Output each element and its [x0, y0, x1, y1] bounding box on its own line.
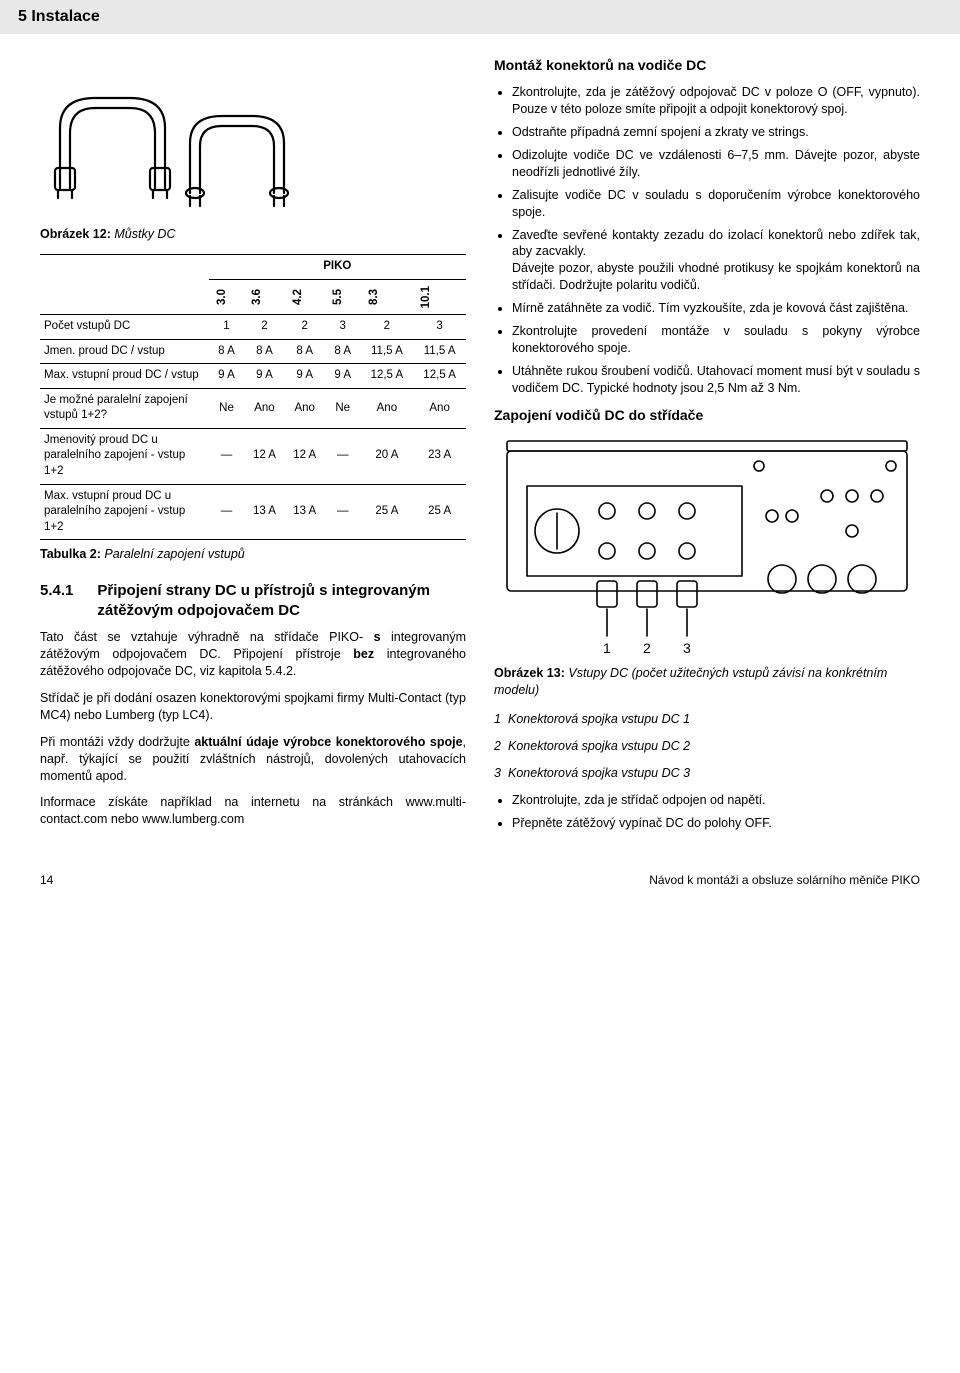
s541-p2: Střídač je při dodání osazen konektorový…: [40, 690, 466, 724]
tab2-text: Paralelní zapojení vstupů: [104, 547, 244, 561]
fig13-n1: 1: [603, 640, 611, 656]
s541-p1: Tato část se vztahuje výhradně na střída…: [40, 629, 466, 680]
page-body: Obrázek 12: Můstky DC PIKO 3.0 3.6 4.2 5…: [0, 34, 960, 842]
figure-12-bridge: [40, 58, 300, 218]
dc-wiring-heading: Zapojení vodičů DC do střídače: [494, 406, 920, 425]
figure-13-device: 1 2 3: [494, 431, 920, 661]
table-row: PIKO: [40, 255, 466, 280]
bridge-svg: [40, 58, 300, 218]
dc-connector-heading: Montáž konektorů na vodiče DC: [494, 56, 920, 75]
list-item: Utáhněte rukou šroubení vodičů. Utahovac…: [512, 363, 920, 397]
list-item: Zkontrolujte, zda je střídač odpojen od …: [512, 792, 920, 809]
section-541-heading: 5.4.1 Připojení strany DC u přístrojů s …: [40, 581, 466, 622]
fig13-n2: 2: [643, 640, 651, 656]
table-2-caption: Tabulka 2: Paralelní zapojení vstupů: [40, 546, 466, 563]
piko-table: PIKO 3.0 3.6 4.2 5.5 8.3 10.1 Počet vstu…: [40, 254, 466, 540]
s541-p4: Informace získáte například na internetu…: [40, 794, 466, 828]
list-item: Odizolujte vodiče DC ve vzdálenosti 6–7,…: [512, 147, 920, 181]
fig12-text: Můstky DC: [114, 227, 175, 241]
device-svg: 1 2 3: [494, 431, 920, 661]
fig12-label: Obrázek 12:: [40, 227, 111, 241]
fig13-legend-3: 3Konektorová spojka vstupu DC 3: [494, 765, 920, 782]
right-column: Montáž konektorů na vodiče DC Zkontroluj…: [494, 52, 920, 842]
col-36: 3.6: [248, 287, 268, 307]
chapter-header: 5 Instalace: [0, 0, 960, 34]
page-footer: 14 Návod k montáži a obsluze solárního m…: [0, 842, 960, 902]
fig13-legend-2: 2Konektorová spojka vstupu DC 2: [494, 738, 920, 755]
fig13-legend-1: 1Konektorová spojka vstupu DC 1: [494, 711, 920, 728]
page-number: 14: [40, 872, 53, 888]
list-item: Zalisujte vodiče DC v souladu s doporuče…: [512, 187, 920, 221]
col-42: 4.2: [289, 287, 309, 307]
list-item: Přepněte zátěžový vypínač DC do polohy O…: [512, 815, 920, 832]
table-row: Max. vstupní proud DC u paralelního zapo…: [40, 484, 466, 540]
table-row: Je možné paralelní zapojení vstupů 1+2? …: [40, 388, 466, 428]
col-55: 5.5: [329, 287, 349, 307]
list-item: Zkontrolujte provedení montáže v souladu…: [512, 323, 920, 357]
s541-p3: Při montáži vždy dodržujte aktuální údaj…: [40, 734, 466, 785]
dc-wiring-list: Zkontrolujte, zda je střídač odpojen od …: [494, 792, 920, 832]
dc-connector-list: Zkontrolujte, zda je zátěžový odpojovač …: [494, 84, 920, 396]
list-item: Zaveďte sevřené kontakty zezadu do izola…: [512, 227, 920, 295]
table-row: Počet vstupů DC 122323: [40, 315, 466, 340]
fig13-label: Obrázek 13:: [494, 666, 565, 680]
col-101: 10.1: [417, 284, 437, 310]
list-item: Odstraňte případná zemní spojení a zkrat…: [512, 124, 920, 141]
table-row: 3.0 3.6 4.2 5.5 8.3 10.1: [40, 279, 466, 314]
col-30: 3.0: [213, 287, 233, 307]
table-row: Jmenovitý proud DC u paralelního zapojen…: [40, 428, 466, 484]
figure-12-caption: Obrázek 12: Můstky DC: [40, 226, 466, 243]
left-column: Obrázek 12: Můstky DC PIKO 3.0 3.6 4.2 5…: [40, 52, 466, 842]
tab2-label: Tabulka 2:: [40, 547, 101, 561]
list-item: Zkontrolujte, zda je zátěžový odpojovač …: [512, 84, 920, 118]
col-83: 8.3: [365, 287, 385, 307]
fig13-n3: 3: [683, 640, 691, 656]
figure-13-caption: Obrázek 13: Vstupy DC (počet užitečných …: [494, 665, 920, 699]
footer-text: Návod k montáži a obsluze solárního měni…: [649, 872, 920, 888]
piko-header: PIKO: [209, 255, 466, 280]
section-title: Připojení strany DC u přístrojů s integr…: [97, 581, 466, 622]
list-item: Mírně zatáhněte za vodič. Tím vyzkoušíte…: [512, 300, 920, 317]
section-num: 5.4.1: [40, 581, 73, 622]
table-row: Jmen. proud DC / vstup 8 A8 A8 A8 A11,5 …: [40, 339, 466, 364]
table-row: Max. vstupní proud DC / vstup 9 A9 A9 A9…: [40, 364, 466, 389]
